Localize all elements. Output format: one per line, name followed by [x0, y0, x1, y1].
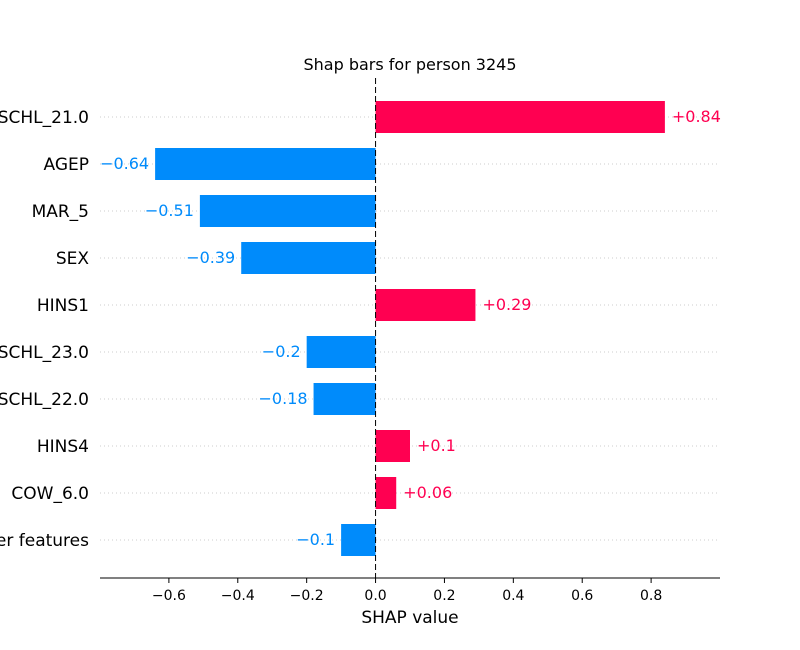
bar-schl-21-0: [375, 101, 665, 133]
x-tick-label: −0.6: [152, 588, 186, 604]
feature-label: er features: [0, 531, 89, 551]
x-tick-label: 0.8: [640, 588, 662, 604]
bar-hins4: [375, 430, 410, 462]
bars: [155, 101, 665, 556]
x-axis-ticks: −0.6 −0.4 −0.2 0.0 0.2 0.4 0.6 0.8: [152, 578, 662, 604]
value-label: −0.39: [186, 248, 235, 267]
value-label: +0.1: [417, 436, 456, 455]
bar-er-features: [341, 524, 376, 556]
chart-title: Shap bars for person 3245: [303, 55, 516, 74]
value-label: −0.18: [259, 389, 308, 408]
x-tick-label: 0.0: [364, 588, 386, 604]
bar-mar-5: [199, 195, 376, 227]
x-tick-label: 0.4: [502, 588, 524, 604]
value-label: −0.51: [145, 201, 194, 220]
x-tick-label: 0.6: [571, 588, 593, 604]
x-tick-label: −0.2: [290, 588, 324, 604]
value-label: −0.64: [100, 154, 149, 173]
bar-cow-6-0: [375, 477, 397, 509]
labels: SCHL_21.0 +0.84 AGEP −0.64 MAR_5 −0.51 SEX −0.3…: [0, 107, 721, 551]
value-label: +0.84: [672, 107, 721, 126]
value-label: +0.29: [482, 295, 531, 314]
value-label: −0.2: [262, 342, 301, 361]
x-tick-label: 0.2: [433, 588, 455, 604]
feature-label: SCHL_22.0: [0, 390, 89, 410]
value-label: +0.06: [403, 483, 452, 502]
feature-label: SEX: [56, 249, 90, 269]
bar-schl-23-0: [306, 336, 376, 368]
feature-label: MAR_5: [32, 202, 89, 222]
feature-label: SCHL_23.0: [0, 343, 89, 363]
feature-label: HINS1: [37, 296, 89, 316]
bar-schl-22-0: [313, 383, 376, 415]
bar-sex: [241, 242, 376, 274]
feature-label: SCHL_21.0: [0, 108, 89, 128]
bar-agep: [155, 148, 376, 180]
x-axis-label: SHAP value: [361, 608, 458, 628]
grid-lines: [100, 116, 720, 541]
bar-hins1: [375, 289, 476, 321]
value-label: −0.1: [296, 530, 335, 549]
feature-label: HINS4: [37, 437, 89, 457]
feature-label: COW_6.0: [11, 484, 89, 504]
feature-label: AGEP: [44, 155, 90, 175]
x-tick-label: −0.4: [221, 588, 255, 604]
